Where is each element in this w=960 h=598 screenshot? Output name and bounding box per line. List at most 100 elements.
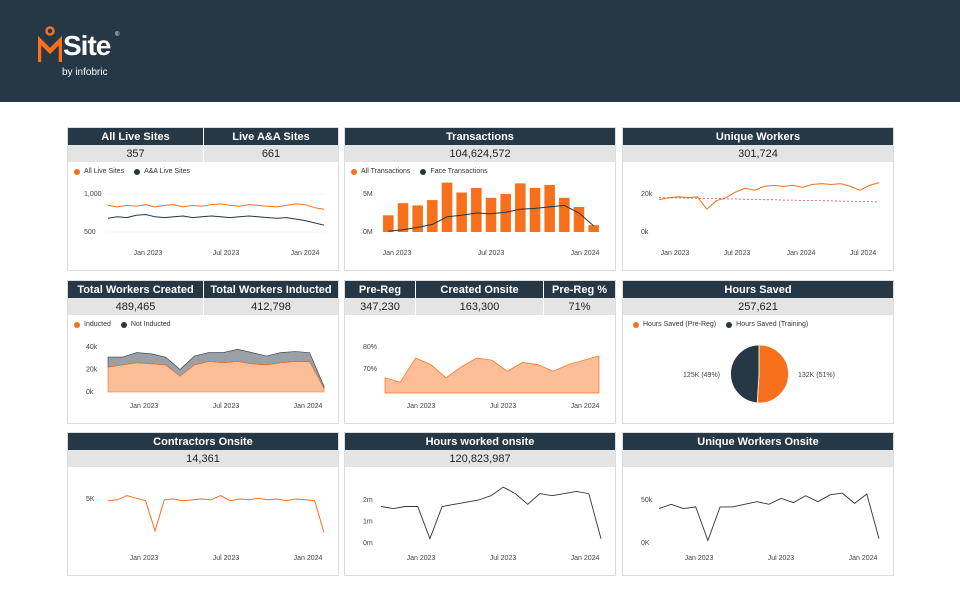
unique-workers-onsite-panel: Unique Workers Onsite 50k 0K Jan 2023 Jul 2… (622, 432, 894, 576)
kpi-value-hours-saved: 257,621 (623, 298, 893, 315)
bar (588, 225, 599, 232)
panel-header-pre-reg-percent: Pre-Reg % (543, 281, 615, 298)
unique-workers-line-chart: 20k 0k Jan 2023 Jul 2023 Jan 2024 Jul 2024 (641, 182, 880, 257)
x-axis-tick-label: Jul 2023 (478, 250, 505, 257)
x-axis-tick-label: Jul 2024 (850, 250, 877, 257)
unique-workers-line (658, 182, 880, 210)
y-axis-tick-label: 0M (363, 229, 373, 236)
y-axis-tick-label: 5K (86, 496, 95, 503)
y-axis-tick-label: 40k (86, 344, 98, 351)
y-axis-tick-label: 70% (363, 366, 377, 373)
legend-dot-orange (74, 168, 80, 175)
live-sites-line-chart: 1,000 500 Jan 2023 Jul 2023 Jan 2024 (84, 191, 326, 257)
hours-worked-line (380, 486, 602, 540)
chart-legend: Inducted Not Inducted (74, 321, 181, 328)
y-axis-tick-label: 0K (641, 540, 650, 547)
kpi-value-contractors-onsite: 14,361 (68, 450, 338, 467)
legend-label: All Transactions (361, 168, 411, 175)
kpi-value-pre-reg: 347,230 (345, 298, 415, 315)
bar (515, 183, 526, 232)
y-axis-tick-label: 2m (363, 497, 373, 504)
y-axis-tick-label: 0m (363, 540, 373, 547)
face-transactions-line (388, 204, 595, 232)
top-header-bar: Site ® by infobric (0, 0, 960, 102)
x-axis-tick-label: Jan 2023 (130, 555, 159, 562)
kpi-value-all-live-sites: 357 (68, 145, 203, 162)
series-line (107, 203, 325, 210)
legend-dot-navy (420, 168, 427, 175)
kpi-value-created-onsite: 163,300 (415, 298, 543, 315)
bar (412, 205, 423, 232)
logo-byline: by infobric (62, 67, 108, 78)
bar (456, 192, 467, 232)
legend-label: Face Transactions (430, 168, 488, 175)
kpi-value-transactions: 104,624,572 (345, 145, 615, 162)
bar (471, 187, 482, 232)
x-axis-tick-label: Jan 2023 (130, 403, 159, 410)
x-axis-tick-label: Jul 2023 (213, 403, 240, 410)
bar (529, 187, 541, 232)
chart-legend: All Live Sites A&A Live Sites (74, 168, 200, 175)
y-axis-tick-label: 20k (86, 367, 98, 374)
x-axis-tick-label: Jan 2024 (294, 555, 323, 562)
inducted-area (107, 361, 325, 393)
pie-slice-label: 125K (49%) (683, 372, 720, 379)
kpi-value-hours-worked-onsite: 120,823,987 (345, 450, 615, 467)
chart-legend: Hours Saved (Pre-Reg) Hours Saved (Train… (633, 321, 818, 328)
series-line (107, 213, 325, 226)
legend-label: Hours Saved (Pre-Reg) (643, 321, 717, 328)
logo-word: Site (63, 30, 111, 61)
x-axis-tick-label: Jan 2023 (134, 250, 163, 257)
x-axis-tick-label: Jan 2024 (571, 403, 600, 410)
msite-logo-mark-icon (38, 26, 62, 62)
x-axis-tick-label: Jul 2023 (213, 555, 240, 562)
x-axis-tick-label: Jan 2023 (407, 403, 436, 410)
panel-header-live-aa-sites: Live A&A Sites (203, 128, 338, 145)
workers-created-panel: Total Workers Created Total Workers Indu… (67, 280, 339, 424)
msite-logo[interactable]: Site ® by infobric (38, 24, 158, 84)
x-axis-tick-label: Jan 2023 (407, 555, 436, 562)
unique-workers-onsite-line (658, 492, 880, 542)
legend-label: Inducted (84, 321, 111, 328)
panel-header-unique-workers: Unique Workers (623, 128, 893, 145)
legend-label: Not Inducted (130, 321, 171, 328)
pre-reg-percent-area (384, 355, 600, 394)
kpi-value-live-aa-sites: 661 (203, 145, 338, 162)
transactions-panel: Transactions 104,624,572 All Transaction… (344, 127, 616, 271)
legend-dot-navy (120, 321, 127, 328)
kpi-value-pre-reg-percent: 71% (543, 298, 615, 315)
bar (544, 184, 555, 232)
y-axis-tick-label: 1,000 (84, 191, 102, 198)
bar (559, 197, 570, 232)
pie-slice (756, 344, 789, 404)
contractors-onsite-panel: Contractors Onsite 14,361 5K Jan 2023 Jul … (67, 432, 339, 576)
pie-slice (730, 344, 760, 404)
y-axis-tick-label: 0k (641, 229, 649, 236)
x-axis-tick-label: Jan 2024 (294, 403, 323, 410)
contractors-line (107, 495, 325, 533)
hours-worked-line-chart: 2m 1m 0m Jan 2023 Jul 2023 Jan 2024 (363, 486, 602, 562)
pie-slice-label: 132K (51%) (798, 372, 835, 379)
prereg-panel: Pre-Reg Created Onsite Pre-Reg % 347,230… (344, 280, 616, 424)
panel-header-total-workers-inducted: Total Workers Inducted (203, 281, 338, 298)
panel-header-contractors-onsite: Contractors Onsite (68, 433, 338, 450)
kpi-value-total-workers-inducted: 412,798 (203, 298, 338, 315)
legend-label: Hours Saved (Training) (736, 321, 809, 328)
bar (383, 215, 394, 232)
panel-header-transactions: Transactions (345, 128, 615, 145)
legend-dot-orange (351, 168, 357, 175)
x-axis-tick-label: Jan 2023 (685, 555, 714, 562)
x-axis-tick-label: Jan 2023 (661, 250, 690, 257)
kpi-value-unique-workers: 301,724 (623, 145, 893, 162)
x-axis-tick-label: Jul 2023 (768, 555, 795, 562)
x-axis-tick-label: Jul 2023 (724, 250, 751, 257)
y-axis-tick-label: 500 (84, 229, 96, 236)
contractors-line-chart: 5K Jan 2023 Jul 2023 Jan 2024 (86, 495, 325, 562)
legend-dot-navy (134, 168, 141, 175)
x-axis-tick-label: Jan 2024 (571, 250, 600, 257)
live-sites-panel: All Live Sites Live A&A Sites 357 661 Al… (67, 127, 339, 271)
legend-dot-orange (633, 321, 639, 328)
hours-saved-pie-chart: 132K (51%) 125K (49%) (683, 344, 835, 404)
bar (485, 197, 497, 232)
legend-label: A&A Live Sites (144, 168, 190, 175)
